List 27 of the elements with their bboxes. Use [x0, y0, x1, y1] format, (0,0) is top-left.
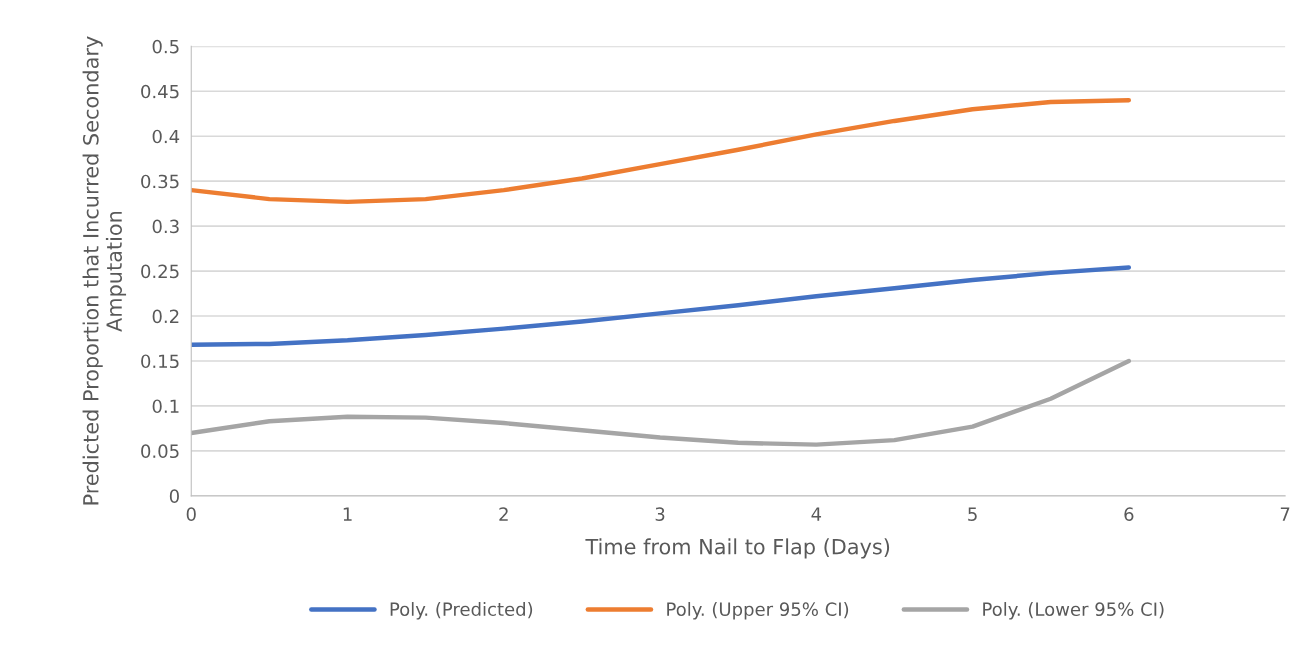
y-tick-label: 0.45 [141, 84, 179, 99]
y-tick-label: 0.35 [141, 174, 179, 189]
y-tick-label: 0.4 [152, 129, 180, 144]
x-tick-label: 4 [811, 507, 822, 521]
y-tick-label: 0.25 [141, 264, 179, 279]
legend-label: Poly. (Predicted) [390, 602, 533, 620]
y-tick-label: 0.2 [152, 309, 179, 324]
legend-label: Poly. (Lower 95% CI) [983, 602, 1164, 620]
x-tick-label: 6 [1124, 507, 1134, 521]
x-tick-label: 5 [968, 507, 977, 521]
y-tick-label: 0.15 [141, 354, 179, 369]
x-axis-title: Time from Nail to Flap (Days) [585, 538, 890, 559]
x-tick-label: 1 [343, 507, 352, 521]
x-tick-label: 3 [655, 507, 665, 521]
y-tick-label: 0.05 [141, 444, 179, 459]
y-tick-label: 0.3 [152, 219, 179, 234]
x-tick-label: 7 [1280, 507, 1290, 521]
legend-label: Poly. (Upper 95% CI) [667, 602, 849, 620]
y-tick-label: 0.1 [152, 399, 179, 414]
line-series [191, 98, 1132, 205]
x-tick-label: 0 [186, 507, 196, 521]
x-tick-label: 2 [499, 507, 508, 521]
y-tick-label: 0.5 [152, 39, 179, 54]
line-series [191, 265, 1132, 348]
y-axis-title: Predicted Proportion that Incurred Secondary Amputation [82, 36, 127, 505]
line-series [191, 358, 1132, 447]
y-tick-label: 0 [169, 489, 179, 503]
